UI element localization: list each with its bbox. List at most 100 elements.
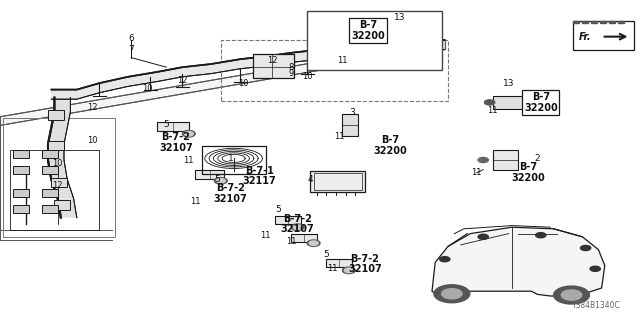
Bar bbox=[573, 21, 634, 50]
Bar bbox=[275, 216, 301, 224]
Bar bbox=[51, 178, 67, 187]
Polygon shape bbox=[419, 40, 445, 51]
Circle shape bbox=[590, 266, 600, 271]
Bar bbox=[202, 146, 266, 174]
Text: 11: 11 bbox=[190, 197, 200, 206]
Bar bbox=[310, 171, 365, 192]
Bar bbox=[3, 118, 115, 237]
Polygon shape bbox=[432, 227, 605, 296]
Circle shape bbox=[342, 267, 355, 274]
Text: 11: 11 bbox=[328, 264, 338, 273]
Text: B-7
32200: B-7 32200 bbox=[351, 20, 385, 41]
Polygon shape bbox=[128, 72, 157, 86]
Text: B-7-2
32107: B-7-2 32107 bbox=[281, 214, 314, 234]
Text: 11: 11 bbox=[334, 132, 344, 140]
Text: B-7
32200: B-7 32200 bbox=[511, 163, 545, 183]
Bar bbox=[42, 189, 58, 197]
Bar bbox=[13, 166, 29, 174]
Text: 5: 5 bbox=[276, 205, 281, 214]
Circle shape bbox=[184, 132, 193, 136]
Polygon shape bbox=[600, 21, 606, 23]
Text: 7: 7 bbox=[129, 45, 134, 54]
Polygon shape bbox=[320, 46, 342, 59]
Polygon shape bbox=[618, 21, 624, 23]
Polygon shape bbox=[394, 42, 419, 53]
Text: 11: 11 bbox=[488, 106, 498, 115]
Text: 13: 13 bbox=[503, 79, 515, 88]
Text: 9: 9 bbox=[289, 69, 294, 78]
Bar bbox=[195, 170, 224, 179]
Bar bbox=[42, 150, 58, 158]
Circle shape bbox=[580, 245, 591, 251]
Bar bbox=[13, 205, 29, 213]
Circle shape bbox=[554, 286, 589, 304]
Polygon shape bbox=[182, 64, 211, 77]
Bar bbox=[48, 141, 64, 150]
Text: B-7-1
32117: B-7-1 32117 bbox=[243, 166, 276, 186]
Text: 13: 13 bbox=[394, 13, 406, 22]
Circle shape bbox=[478, 234, 488, 239]
Polygon shape bbox=[368, 43, 394, 54]
Text: B-7
32200: B-7 32200 bbox=[374, 135, 407, 156]
Text: 5: 5 bbox=[164, 120, 169, 129]
Text: 10: 10 bbox=[302, 72, 312, 81]
Text: B-7-2
32107: B-7-2 32107 bbox=[348, 253, 381, 275]
Bar bbox=[157, 122, 189, 131]
Circle shape bbox=[182, 131, 195, 137]
Bar bbox=[221, 40, 448, 101]
Text: 5: 5 bbox=[215, 175, 220, 184]
Polygon shape bbox=[58, 198, 77, 218]
Polygon shape bbox=[77, 83, 99, 99]
Polygon shape bbox=[51, 112, 70, 128]
Circle shape bbox=[434, 285, 470, 303]
Polygon shape bbox=[240, 56, 269, 69]
Text: 11: 11 bbox=[337, 56, 348, 65]
Polygon shape bbox=[0, 40, 445, 125]
Text: Fr.: Fr. bbox=[579, 32, 592, 42]
Bar bbox=[42, 205, 58, 213]
Polygon shape bbox=[291, 50, 320, 62]
Bar bbox=[54, 200, 70, 210]
Polygon shape bbox=[157, 67, 182, 82]
Text: 12: 12 bbox=[177, 76, 188, 84]
Text: 5: 5 bbox=[324, 250, 329, 259]
Bar bbox=[493, 96, 525, 109]
Bar bbox=[10, 150, 99, 230]
Bar bbox=[394, 42, 419, 51]
Text: 1: 1 bbox=[228, 154, 233, 163]
Text: 12: 12 bbox=[52, 181, 63, 190]
Polygon shape bbox=[591, 21, 597, 23]
Circle shape bbox=[536, 233, 546, 238]
Polygon shape bbox=[342, 45, 368, 56]
Bar bbox=[326, 259, 352, 267]
Circle shape bbox=[328, 49, 338, 54]
Bar bbox=[13, 189, 29, 197]
Text: 10: 10 bbox=[238, 79, 248, 88]
Bar bbox=[42, 166, 58, 174]
Bar bbox=[314, 173, 362, 190]
Text: B-7-2
32107: B-7-2 32107 bbox=[214, 183, 247, 204]
Text: 10: 10 bbox=[52, 159, 63, 168]
Polygon shape bbox=[99, 77, 128, 93]
Bar bbox=[307, 11, 442, 70]
Text: 10: 10 bbox=[88, 136, 98, 145]
Polygon shape bbox=[51, 179, 74, 198]
Polygon shape bbox=[573, 21, 579, 23]
Circle shape bbox=[344, 268, 353, 273]
Bar bbox=[291, 234, 317, 242]
Bar bbox=[48, 110, 64, 120]
Circle shape bbox=[216, 179, 225, 183]
Circle shape bbox=[478, 157, 488, 163]
Text: TS84B1340C: TS84B1340C bbox=[572, 301, 621, 310]
Text: 12: 12 bbox=[88, 103, 98, 112]
Text: 6: 6 bbox=[129, 34, 134, 43]
Polygon shape bbox=[48, 144, 64, 160]
Circle shape bbox=[291, 224, 304, 230]
Text: 8: 8 bbox=[289, 63, 294, 72]
Circle shape bbox=[442, 289, 462, 299]
Text: B-7
32200: B-7 32200 bbox=[524, 92, 557, 113]
Text: 12: 12 bbox=[267, 56, 277, 65]
Text: 2: 2 bbox=[535, 154, 540, 163]
Text: 11: 11 bbox=[260, 231, 271, 240]
Circle shape bbox=[561, 290, 582, 300]
